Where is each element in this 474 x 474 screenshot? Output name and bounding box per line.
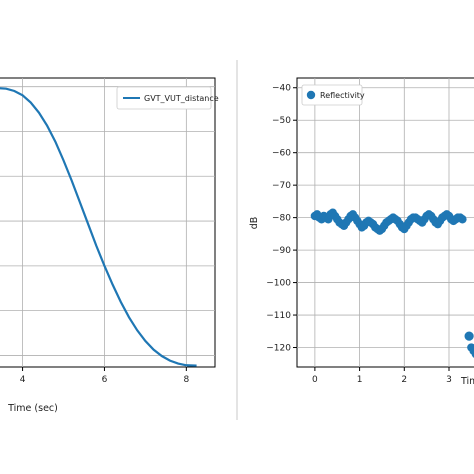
x-tick-label-8: 8 xyxy=(183,375,189,385)
line-series-gvt-vut-distance xyxy=(0,87,197,367)
x-tick-label-3: 3 xyxy=(446,375,452,385)
scatter-chart-reflectivity: 0 1 2 3 −40 −50 −60 −70 −80 −90 −100 −110 −120 Refl… xyxy=(249,77,474,387)
y-tick-label--120: −120 xyxy=(266,344,291,354)
plot-area-right xyxy=(296,77,474,368)
x-tick-label-1: 1 xyxy=(357,375,363,385)
x-tick-label-2: 2 xyxy=(401,375,407,385)
legend-right: Reflectivity xyxy=(301,84,365,106)
y-tick-label--100: −100 xyxy=(266,279,291,289)
y-tick-label--40: −40 xyxy=(272,84,291,94)
y-tick-label--50: −50 xyxy=(272,116,291,126)
x-tick-label-6: 6 xyxy=(102,375,108,385)
legend-box xyxy=(116,86,212,110)
x-tick-label-0: 0 xyxy=(312,375,318,385)
legend-label-reflectivity: Reflectivity xyxy=(320,91,365,100)
y-tick-label--110: −110 xyxy=(266,311,291,321)
x-axis-label-right: Time xyxy=(460,376,474,387)
y-tick-label--70: −70 xyxy=(272,181,291,191)
line-chart-gvt-vut-distance: 4 6 8 GVT_VUT_distance Time (sec) xyxy=(0,77,219,414)
legend-box xyxy=(301,84,363,106)
x-tick-label-4: 4 xyxy=(20,375,26,385)
plot-area-left xyxy=(0,77,216,368)
x-axis-label-left: Time (sec) xyxy=(7,403,58,414)
legend-label-gvt-vut-distance: GVT_VUT_distance xyxy=(144,94,219,103)
legend-left: GVT_VUT_distance xyxy=(116,86,219,110)
scatter-point xyxy=(458,215,467,224)
scatter-point xyxy=(471,350,474,358)
y-axis-label-right: dB xyxy=(249,217,260,230)
y-tick-label--60: −60 xyxy=(272,149,291,159)
scatter-point xyxy=(464,331,474,341)
y-tick-label--80: −80 xyxy=(272,214,291,224)
y-tick-label--90: −90 xyxy=(272,246,291,256)
legend-marker-swatch xyxy=(306,90,316,100)
